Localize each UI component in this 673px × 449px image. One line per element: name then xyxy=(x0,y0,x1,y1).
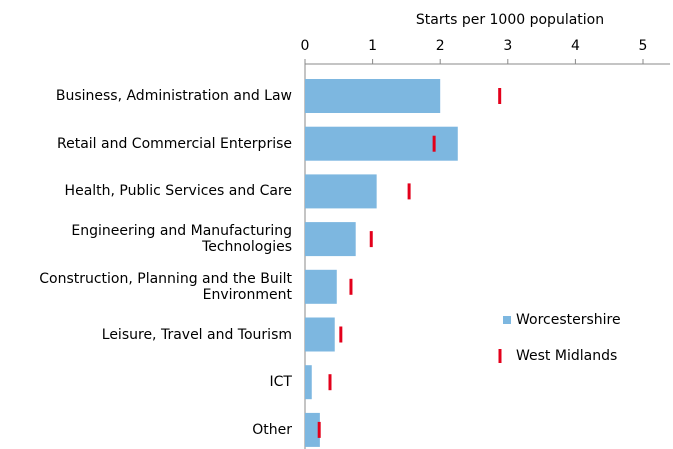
x-tick-label: 2 xyxy=(436,38,445,54)
category-label: Other xyxy=(252,421,292,438)
bar xyxy=(305,365,312,400)
x-axis-label: Starts per 1000 population xyxy=(416,12,604,28)
category-label: Health, Public Services and Care xyxy=(64,183,292,200)
x-tick-label: 0 xyxy=(301,38,310,54)
bar xyxy=(305,412,320,447)
category-label: Construction, Planning and the Built Env… xyxy=(39,270,292,303)
bar xyxy=(305,317,335,352)
category-label: ICT xyxy=(269,374,292,391)
category-label: Retail and Commercial Enterprise xyxy=(57,135,292,152)
legend-label: West Midlands xyxy=(516,348,617,364)
category-label: Engineering and Manufacturing Technologi… xyxy=(71,223,292,256)
bar xyxy=(305,222,356,257)
x-tick-label: 5 xyxy=(639,38,648,54)
bar xyxy=(305,126,458,161)
x-tick-label: 1 xyxy=(368,38,377,54)
x-tick-label: 3 xyxy=(503,38,512,54)
x-tick-label: 4 xyxy=(571,38,580,54)
bar xyxy=(305,269,337,304)
bar xyxy=(305,174,377,209)
legend-label: Worcestershire xyxy=(516,312,621,328)
legend-swatch xyxy=(503,316,511,324)
bar xyxy=(305,79,441,113)
category-label: Leisure, Travel and Tourism xyxy=(101,326,292,343)
category-label: Business, Administration and Law xyxy=(55,88,292,104)
